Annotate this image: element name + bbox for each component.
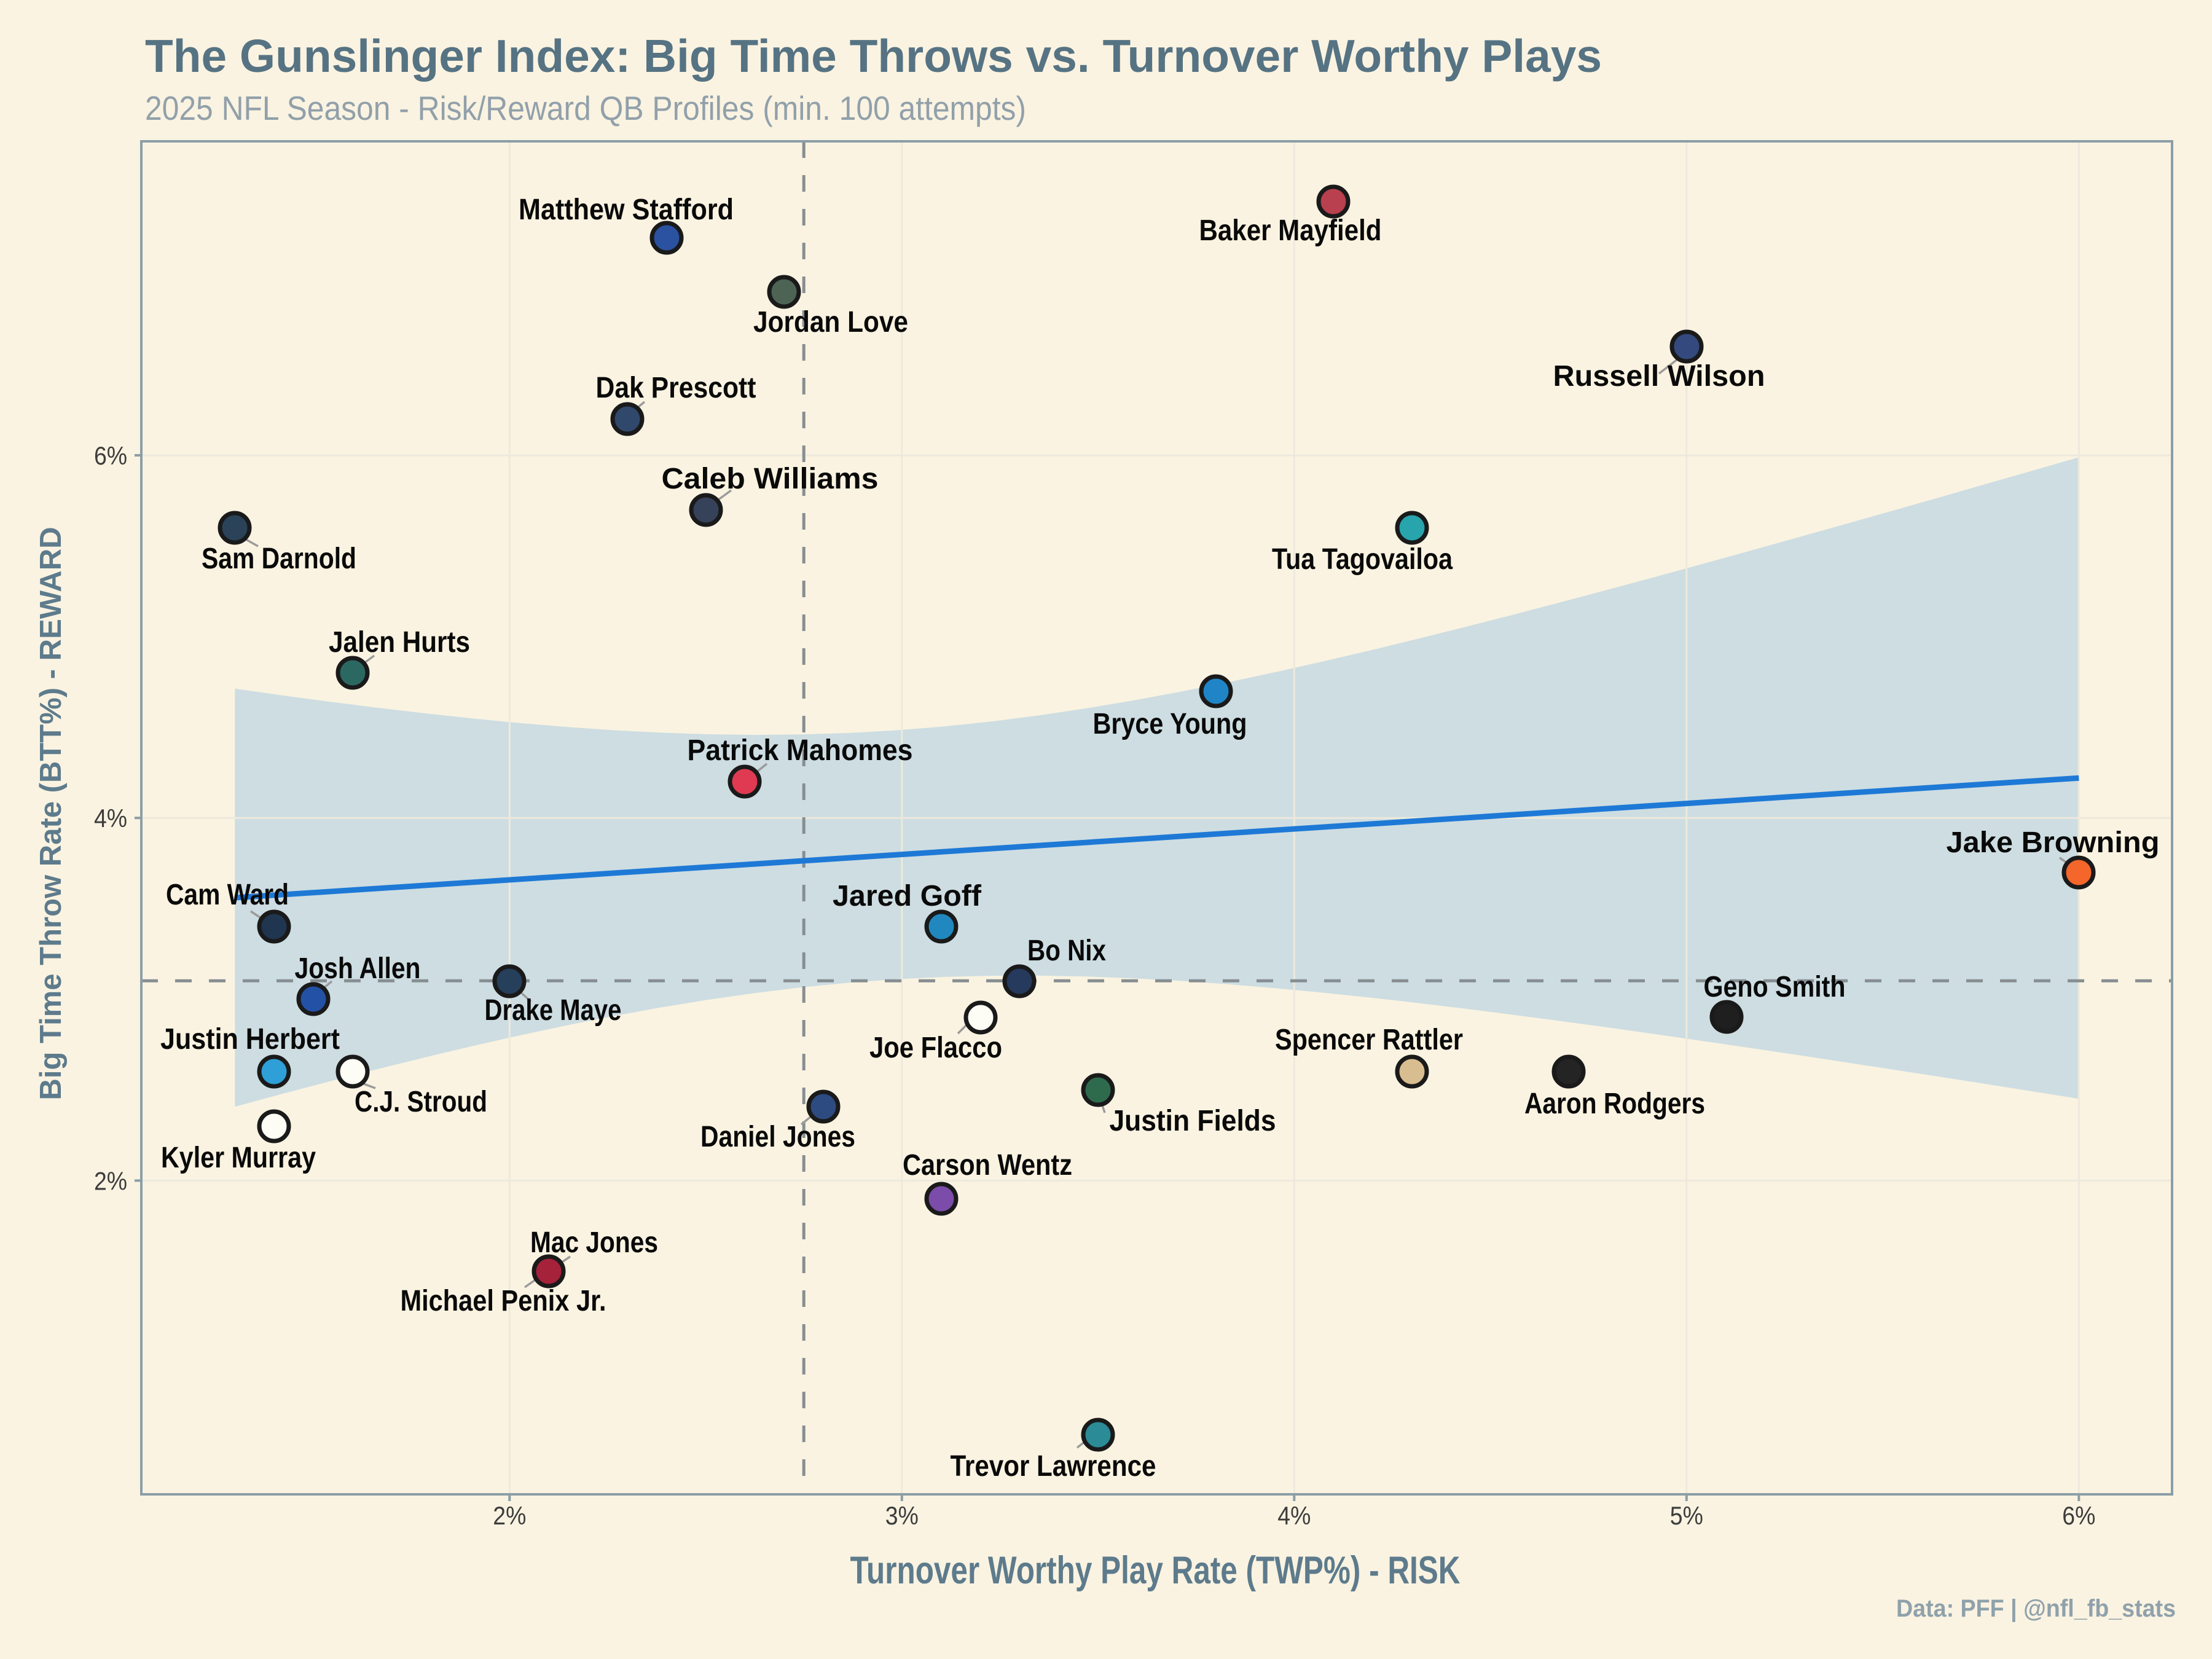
svg-text:2%: 2% [94,1166,127,1195]
svg-text:The Gunslinger Index: Big Time: The Gunslinger Index: Big Time Throws vs… [145,30,1602,82]
svg-text:Data: PFF | @nfl_fb_stats: Data: PFF | @nfl_fb_stats [1896,1595,2176,1622]
svg-text:Big Time Throw Rate (BTT%) - R: Big Time Throw Rate (BTT%) - REWARD [34,527,68,1100]
svg-text:3%: 3% [885,1501,919,1530]
svg-text:Dak Prescott: Dak Prescott [596,372,756,404]
svg-text:Trevor Lawrence: Trevor Lawrence [951,1450,1156,1483]
svg-text:4%: 4% [1277,1501,1311,1530]
svg-text:Drake Maye: Drake Maye [485,994,622,1027]
svg-text:2025 NFL Season - Risk/Reward: 2025 NFL Season - Risk/Reward QB Profile… [145,89,1026,127]
svg-text:Tua Tagovailoa: Tua Tagovailoa [1272,543,1453,576]
svg-text:Sam Darnold: Sam Darnold [202,543,356,575]
svg-text:6%: 6% [2062,1501,2095,1530]
svg-text:Justin Herbert: Justin Herbert [160,1023,340,1056]
svg-text:Daniel Jones: Daniel Jones [700,1121,855,1153]
svg-text:Joe Flacco: Joe Flacco [869,1032,1002,1064]
svg-text:Russell Wilson: Russell Wilson [1553,360,1765,393]
svg-text:Bo Nix: Bo Nix [1027,935,1106,967]
svg-text:Josh Allen: Josh Allen [295,952,421,985]
svg-text:Cam Ward: Cam Ward [166,879,289,911]
svg-text:Jalen Hurts: Jalen Hurts [329,626,470,659]
svg-text:Spencer Rattler: Spencer Rattler [1275,1024,1463,1056]
svg-text:5%: 5% [1670,1501,1703,1530]
svg-text:C.J. Stroud: C.J. Stroud [355,1086,487,1118]
svg-text:Michael Penix Jr.: Michael Penix Jr. [401,1285,606,1317]
svg-text:Aaron Rodgers: Aaron Rodgers [1524,1088,1705,1120]
svg-text:Patrick Mahomes: Patrick Mahomes [688,734,913,767]
svg-text:Baker Mayfield: Baker Mayfield [1199,214,1382,247]
svg-text:Jared Goff: Jared Goff [833,880,982,912]
svg-text:Justin Fields: Justin Fields [1110,1105,1276,1137]
svg-text:Turnover Worthy Play Rate (TWP: Turnover Worthy Play Rate (TWP%) - RISK [850,1549,1461,1592]
svg-text:Jordan Love: Jordan Love [753,306,908,339]
svg-text:Mac Jones: Mac Jones [530,1226,658,1259]
svg-text:Matthew Stafford: Matthew Stafford [519,194,734,226]
svg-text:Jake Browning: Jake Browning [1947,826,2160,859]
svg-text:2%: 2% [493,1501,526,1530]
svg-text:Kyler Murray: Kyler Murray [161,1142,316,1174]
svg-text:4%: 4% [94,804,127,833]
svg-text:Caleb Williams: Caleb Williams [662,463,879,495]
svg-text:Bryce Young: Bryce Young [1093,708,1247,740]
svg-text:6%: 6% [94,441,127,470]
svg-text:Carson Wentz: Carson Wentz [903,1149,1072,1182]
svg-text:Geno Smith: Geno Smith [1704,971,1846,1003]
